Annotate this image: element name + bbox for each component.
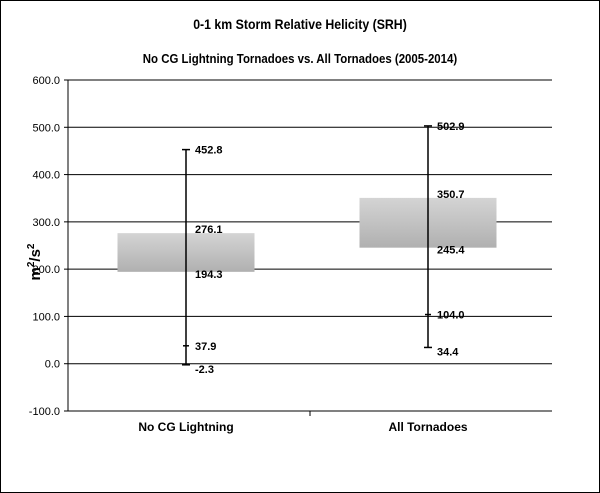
y-tick-label: 500.0 xyxy=(32,122,60,134)
ylabel-exp1: 2 xyxy=(26,261,37,267)
boxes: 452.8 276.1 194.3 37.9 -2.3 502.9 350.7 245.4 10… xyxy=(117,121,497,376)
y-axis-label: m2/s2 xyxy=(26,243,44,280)
data-label-min: -2.3 xyxy=(195,364,214,376)
y-tick-label: 600.0 xyxy=(32,75,60,87)
data-label-q1: 245.4 xyxy=(437,245,465,257)
data-label-min: 34.4 xyxy=(437,346,459,358)
y-tick-label: 100.0 xyxy=(32,311,60,323)
category-label: All Tornadoes xyxy=(388,420,467,434)
ylabel-mid: /s xyxy=(27,249,44,262)
data-label-p10: 37.9 xyxy=(195,341,216,353)
data-label-q3: 276.1 xyxy=(195,224,223,236)
category-label: No CG Lightning xyxy=(138,420,233,434)
chart-subtitle: No CG Lightning Tornadoes vs. All Tornad… xyxy=(142,51,458,66)
data-label-p10: 104.0 xyxy=(437,310,465,322)
box-series-2: 502.9 350.7 245.4 104.0 34.4 xyxy=(359,121,497,358)
y-tick-label: 300.0 xyxy=(32,217,60,229)
chart-title: 0-1 km Storm Relative Helicity (SRH) xyxy=(193,16,407,32)
data-label-max: 502.9 xyxy=(437,121,465,133)
y-tick-labels: -100.0 0.0 100.0 200.0 300.0 400.0 500.0 600.0 xyxy=(29,75,60,418)
ylabel-exp2: 2 xyxy=(26,243,37,249)
y-tick-label: 400.0 xyxy=(32,170,60,182)
x-category-labels: No CG Lightning All Tornadoes xyxy=(138,420,468,434)
data-label-max: 452.8 xyxy=(195,145,223,157)
data-label-q3: 350.7 xyxy=(437,189,465,201)
y-tick-label: -100.0 xyxy=(29,406,60,418)
y-tick-label: 200.0 xyxy=(32,264,60,276)
ylabel-base: m xyxy=(27,267,44,280)
y-tick-label: 0.0 xyxy=(45,359,60,371)
data-label-q1: 194.3 xyxy=(195,269,223,281)
box-series-1: 452.8 276.1 194.3 37.9 -2.3 xyxy=(117,145,255,376)
